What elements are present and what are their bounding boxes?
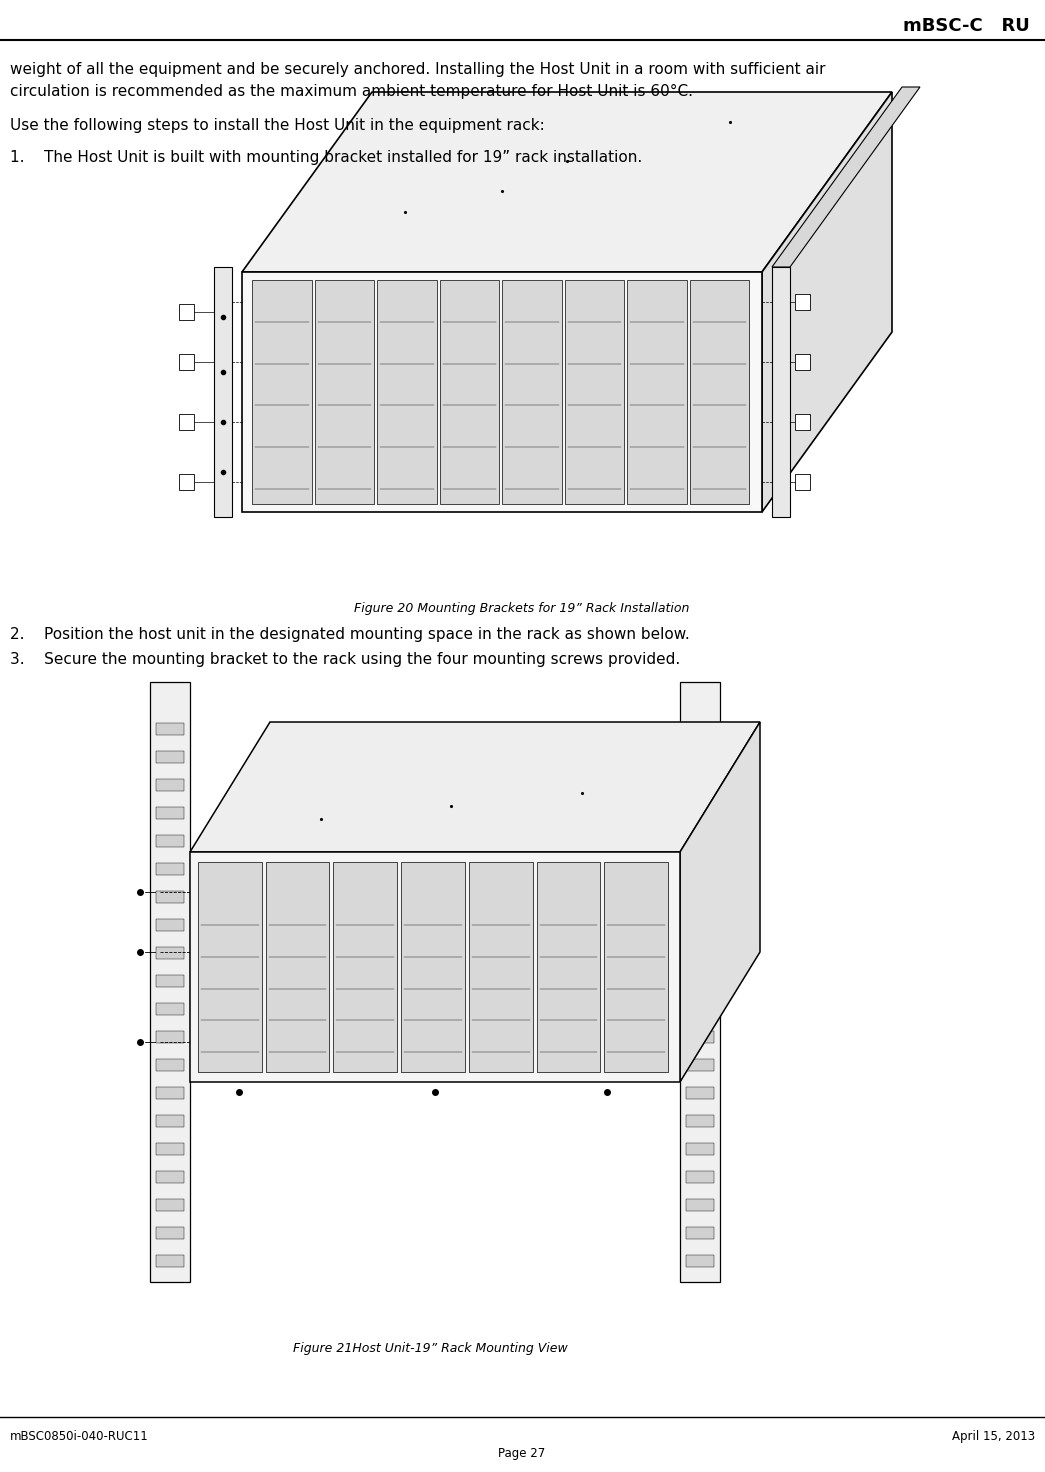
- Bar: [686, 1256, 714, 1267]
- Text: Page 27: Page 27: [498, 1447, 545, 1460]
- Bar: [156, 946, 184, 958]
- Bar: [377, 280, 437, 503]
- Bar: [686, 807, 714, 818]
- Text: Figure 21Host Unit-19” Rack Mounting View: Figure 21Host Unit-19” Rack Mounting Vie…: [293, 1342, 567, 1356]
- Bar: [686, 1030, 714, 1044]
- Bar: [686, 723, 714, 735]
- Bar: [156, 919, 184, 930]
- Bar: [315, 280, 374, 503]
- Bar: [686, 1058, 714, 1072]
- Bar: [156, 1114, 184, 1128]
- Text: 3.    Secure the mounting bracket to the rack using the four mounting screws pro: 3. Secure the mounting bracket to the ra…: [10, 652, 680, 667]
- Bar: [265, 863, 329, 1072]
- Bar: [214, 266, 232, 517]
- Polygon shape: [680, 721, 760, 1082]
- Text: 1.    The Host Unit is built with mounting bracket installed for 19” rack instal: 1. The Host Unit is built with mounting …: [10, 150, 643, 165]
- Text: circulation is recommended as the maximum ambient temperature for Host Unit is 6: circulation is recommended as the maximu…: [10, 84, 693, 99]
- Bar: [156, 779, 184, 790]
- Bar: [680, 682, 720, 1282]
- Bar: [686, 974, 714, 988]
- Text: April 15, 2013: April 15, 2013: [952, 1429, 1035, 1443]
- Bar: [686, 1114, 714, 1128]
- Bar: [156, 1002, 184, 1016]
- Text: Use the following steps to install the Host Unit in the equipment rack:: Use the following steps to install the H…: [10, 118, 544, 132]
- Bar: [686, 779, 714, 790]
- Bar: [156, 891, 184, 902]
- Bar: [156, 723, 184, 735]
- Bar: [686, 863, 714, 874]
- Bar: [686, 1172, 714, 1183]
- Bar: [795, 474, 810, 490]
- Bar: [795, 353, 810, 369]
- Text: mBSC-C   RU: mBSC-C RU: [903, 18, 1030, 35]
- Polygon shape: [772, 87, 920, 266]
- Text: weight of all the equipment and be securely anchored. Installing the Host Unit i: weight of all the equipment and be secur…: [10, 62, 826, 77]
- Bar: [156, 863, 184, 874]
- Bar: [156, 1256, 184, 1267]
- Bar: [686, 1002, 714, 1016]
- Bar: [156, 751, 184, 762]
- Bar: [333, 863, 397, 1072]
- Bar: [401, 863, 465, 1072]
- Text: Figure 20 Mounting Brackets for 19” Rack Installation: Figure 20 Mounting Brackets for 19” Rack…: [354, 602, 690, 615]
- Bar: [627, 280, 687, 503]
- Polygon shape: [762, 91, 892, 512]
- Bar: [686, 1142, 714, 1156]
- Bar: [156, 1086, 184, 1100]
- Bar: [690, 280, 749, 503]
- Bar: [156, 1172, 184, 1183]
- Bar: [156, 1228, 184, 1239]
- Bar: [795, 414, 810, 430]
- Bar: [469, 863, 533, 1072]
- Bar: [536, 863, 600, 1072]
- Polygon shape: [190, 721, 760, 852]
- Bar: [686, 946, 714, 958]
- Bar: [252, 280, 311, 503]
- Bar: [604, 863, 668, 1072]
- Bar: [772, 266, 790, 517]
- Bar: [686, 1086, 714, 1100]
- Bar: [564, 280, 624, 503]
- Bar: [190, 852, 680, 1082]
- Text: 2.    Position the host unit in the designated mounting space in the rack as sho: 2. Position the host unit in the designa…: [10, 627, 690, 642]
- Bar: [686, 1228, 714, 1239]
- Bar: [686, 751, 714, 762]
- Bar: [179, 414, 194, 430]
- Bar: [150, 682, 190, 1282]
- Bar: [156, 835, 184, 846]
- Bar: [179, 353, 194, 369]
- Bar: [198, 863, 261, 1072]
- Bar: [440, 280, 500, 503]
- Bar: [156, 807, 184, 818]
- Bar: [686, 919, 714, 930]
- Bar: [686, 835, 714, 846]
- Bar: [156, 974, 184, 988]
- Polygon shape: [242, 91, 892, 272]
- Bar: [686, 891, 714, 902]
- Bar: [156, 1030, 184, 1044]
- Bar: [795, 294, 810, 311]
- Bar: [156, 1142, 184, 1156]
- Bar: [242, 272, 762, 512]
- Bar: [686, 1200, 714, 1211]
- Text: mBSC0850i-040-RUC11: mBSC0850i-040-RUC11: [10, 1429, 148, 1443]
- Bar: [502, 280, 561, 503]
- Bar: [179, 305, 194, 319]
- Bar: [179, 474, 194, 490]
- Bar: [156, 1200, 184, 1211]
- Bar: [156, 1058, 184, 1072]
